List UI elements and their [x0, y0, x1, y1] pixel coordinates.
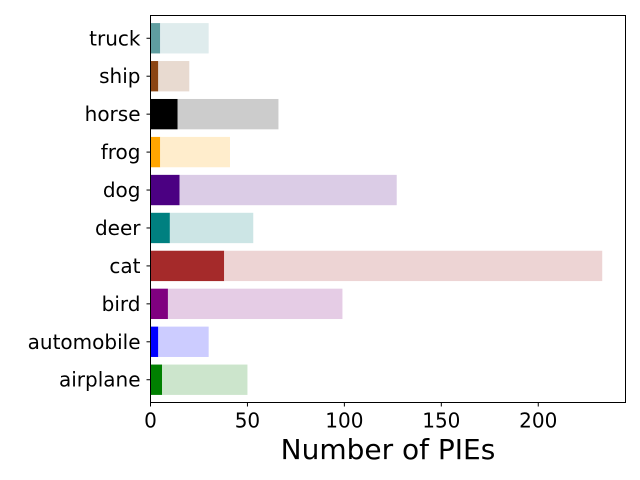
category-label-horse: horse	[85, 102, 141, 126]
y-axis: airplane automobile bird cat deer dog frog hors…	[28, 26, 151, 392]
bars-group	[150, 23, 603, 395]
category-label-cat: cat	[109, 254, 140, 278]
bar-ship-light	[158, 61, 190, 92]
bar-automobile-solid	[150, 326, 159, 357]
x-tick-label-200: 200	[519, 409, 557, 433]
bar-deer-light	[169, 212, 254, 244]
bar-cat-light	[224, 250, 603, 282]
bar-frog-light	[160, 136, 230, 168]
x-axis-label: Number of PIEs	[281, 433, 496, 466]
bar-frog-solid	[150, 136, 161, 168]
plot-frame	[150, 15, 626, 403]
category-label-truck: truck	[89, 26, 141, 50]
category-label-airplane: airplane	[59, 368, 141, 392]
category-label-automobile: automobile	[28, 330, 141, 354]
bar-bird-light	[167, 288, 343, 320]
bar-dog-solid	[150, 174, 180, 206]
bar-dog-light	[179, 174, 397, 206]
x-tick-label-100: 100	[325, 409, 363, 433]
x-tick-label-0: 0	[144, 409, 157, 433]
x-tick-label-150: 150	[422, 409, 460, 433]
bar-horse-solid	[150, 98, 178, 130]
bar-airplane-light	[162, 364, 248, 395]
category-label-dog: dog	[103, 178, 141, 202]
bar-horse-light	[177, 98, 279, 130]
category-label-ship: ship	[99, 64, 140, 88]
bar-truck-solid	[150, 23, 161, 54]
bar-deer-solid	[150, 212, 170, 244]
bar-ship-solid	[150, 61, 159, 92]
x-tick-label-50: 50	[235, 409, 260, 433]
category-label-frog: frog	[101, 140, 141, 164]
bar-airplane-solid	[150, 364, 163, 395]
bar-automobile-light	[158, 326, 209, 357]
bar-bird-solid	[150, 288, 168, 320]
bar-cat-solid	[150, 250, 225, 282]
x-axis: 0 50 100 150 200	[144, 402, 557, 433]
category-label-bird: bird	[102, 292, 141, 316]
category-label-deer: deer	[95, 216, 141, 240]
bar-truck-light	[160, 23, 209, 54]
